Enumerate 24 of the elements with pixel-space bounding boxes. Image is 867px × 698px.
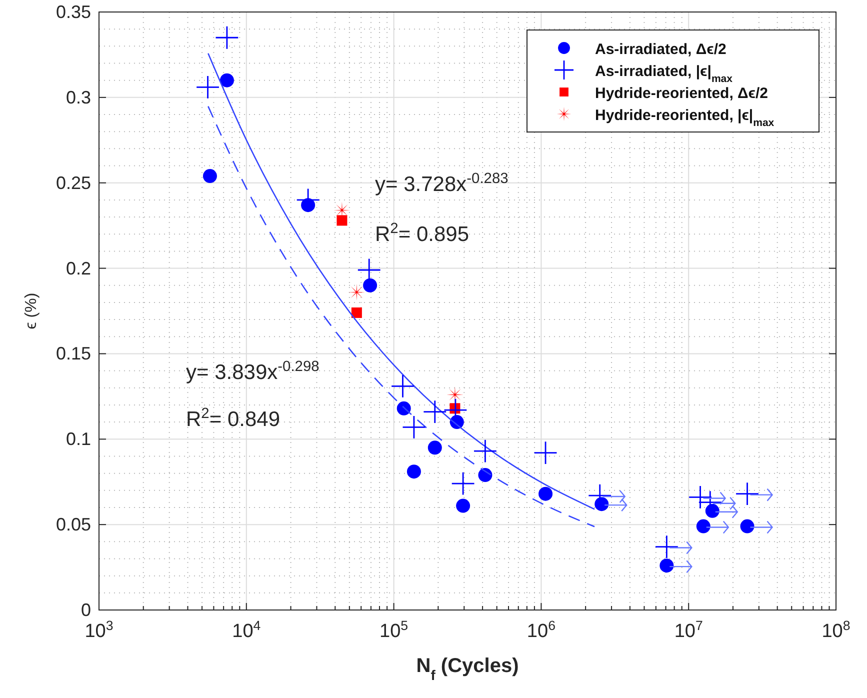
x-tick-label: 10$^{4}$ <box>232 618 261 642</box>
y-tick-label: 0.15 <box>56 344 91 364</box>
y-tick-label: 0.25 <box>56 172 91 193</box>
x-tick-label: 10$^{8}$ <box>822 618 850 642</box>
x-tick-label: 10$^{5}$ <box>380 618 408 642</box>
x-tick-label: 10$^{3}$ <box>84 618 114 642</box>
legend-label: As-irradiated, |ϵ|$_{max}$ <box>595 63 733 85</box>
y-tick-label: 0 <box>80 600 91 620</box>
y-tick-label: 0.35 <box>56 2 91 22</box>
y-tick-label: 0.05 <box>56 514 91 535</box>
legend-label: Hydride-reoriented, Δϵ/2 <box>595 85 768 102</box>
annotation: y= 3.728x$^{-0.283}$ <box>375 171 508 196</box>
legend-label: As-irradiated, Δϵ/2 <box>595 41 726 58</box>
y-tick-label: 0.2 <box>66 258 91 278</box>
y-tick-label: 0.1 <box>66 429 91 450</box>
annotation: R$^{2}$= 0.895 <box>375 221 469 246</box>
legend-label: Hydride-reoriented, |ϵ|$_{max}$ <box>595 107 774 129</box>
x-tick-label: 10$^{6}$ <box>526 618 556 642</box>
x-tick-label: 10$^{7}$ <box>674 618 703 642</box>
y-axis-title: ϵ (%) <box>23 292 40 330</box>
y-tick-label: 0.3 <box>66 87 91 108</box>
x-axis-title: N$_{f}$ (Cycles) <box>416 655 519 683</box>
annotation: R$^{2}$= 0.849 <box>186 406 280 431</box>
annotation: y= 3.839x$^{-0.298}$ <box>186 359 320 384</box>
